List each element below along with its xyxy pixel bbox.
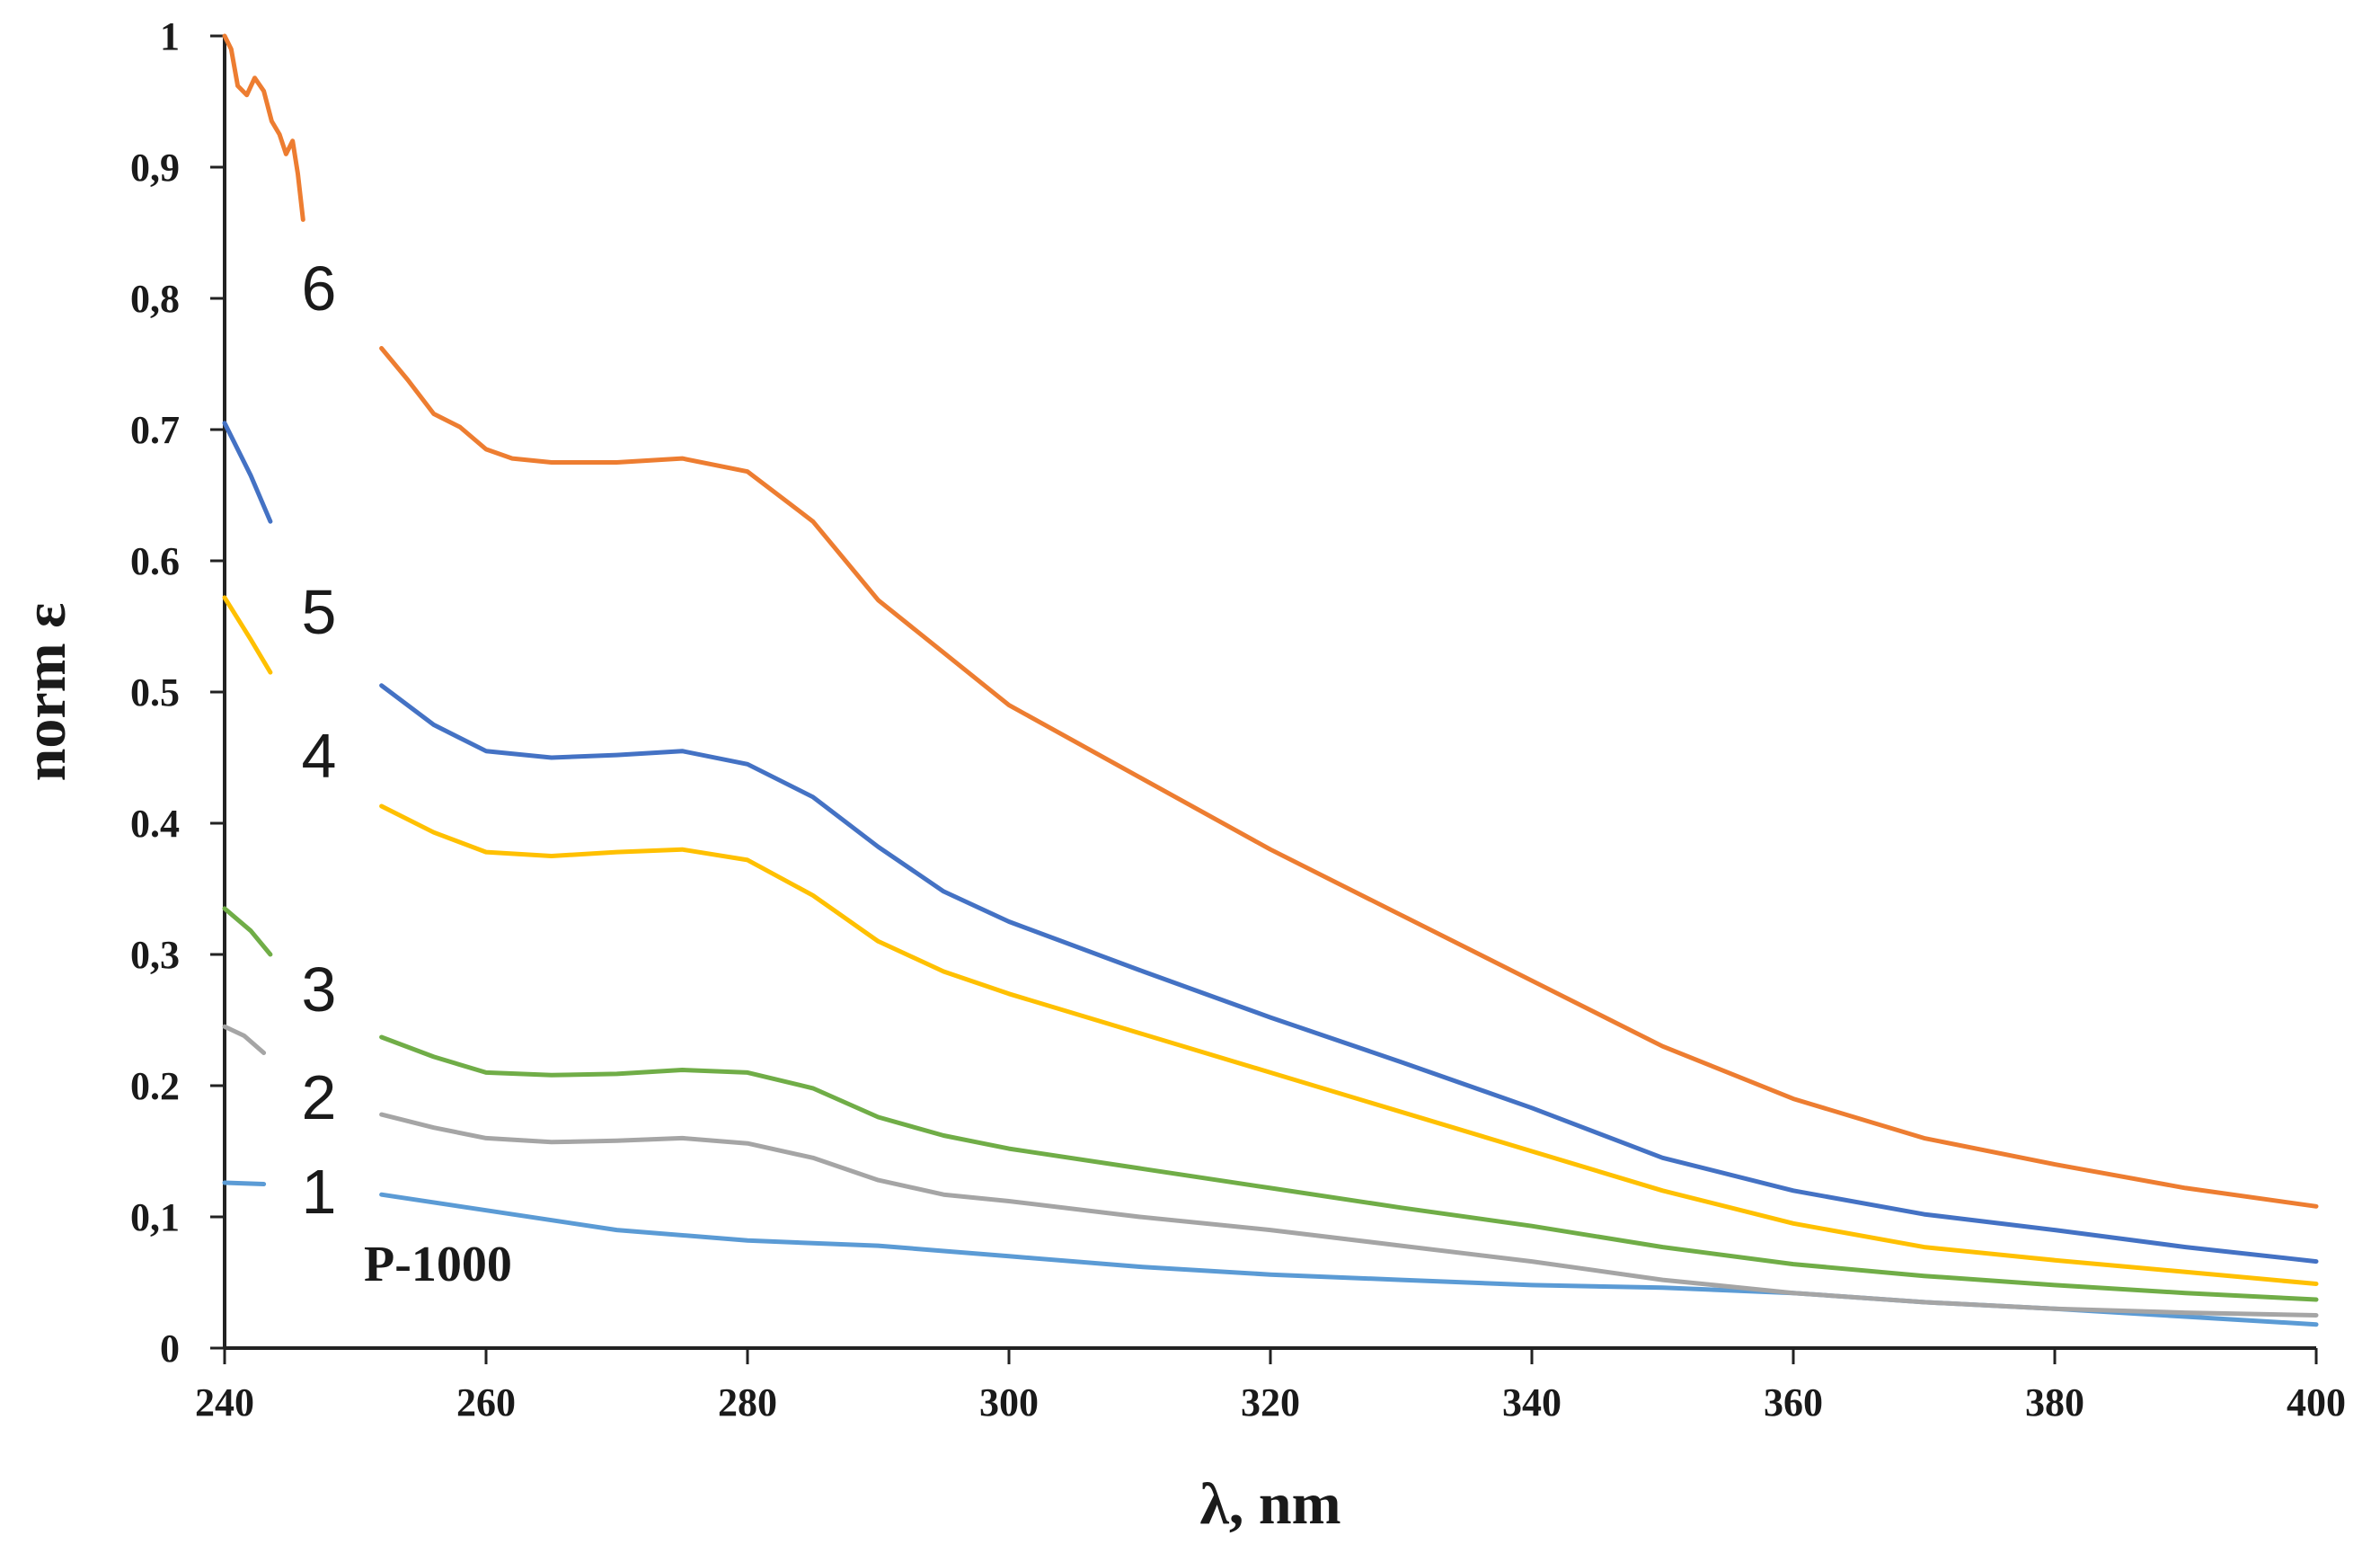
series-group [222,33,2319,1327]
series-2-line-segment-1 [222,1024,267,1055]
series-6-line-segment-2 [379,346,2319,1209]
ticks: 240 260 280 300 320 340 360 380 400 0 0,1 0.2 0,3 0.4… [130,14,2346,1424]
series-4-line-segment-1 [222,595,273,675]
series-6-line-segment-1 [222,33,305,222]
series-5-line-segment-2 [379,683,2319,1265]
x-tick-label: 300 [979,1380,1039,1424]
series-2-line-segment-2 [379,1112,2319,1318]
series-label-4: 4 [302,721,337,791]
x-tick-label: 280 [718,1380,777,1424]
x-tick-label: 240 [195,1380,254,1424]
x-tick-label: 380 [2025,1380,2084,1424]
series-5-line-segment-1 [222,421,273,524]
series-label-6: 6 [302,253,337,324]
series-label-1: 1 [302,1157,337,1227]
y-tick-label: 0.4 [130,802,180,846]
series-1-line-segment-1 [222,1180,267,1186]
y-tick-label: 0.5 [130,670,180,714]
x-tick-label: 360 [1764,1380,1823,1424]
axes [223,36,2316,1350]
x-tick-label: 400 [2287,1380,2346,1424]
x-axis-title: λ, nm [1199,1471,1340,1537]
y-tick-label: 0 [160,1327,180,1371]
y-tick-label: 1 [160,14,180,58]
x-tick-label: 340 [1502,1380,1562,1424]
series-3-line-segment-1 [222,906,273,957]
series-label-3: 3 [302,954,337,1025]
sample-annotation: P-1000 [364,1237,512,1292]
y-tick-label: 0.2 [130,1064,180,1108]
y-tick-label: 0.7 [130,408,180,452]
series-4-line-segment-2 [379,803,2319,1286]
series-label-5: 5 [302,577,337,647]
y-tick-label: 0,9 [130,146,180,190]
y-tick-label: 0,3 [130,933,180,977]
y-axis-title: norm ε [13,603,78,782]
x-tick-label: 260 [456,1380,516,1424]
y-tick-label: 0.6 [130,539,180,583]
x-tick-label: 320 [1241,1380,1300,1424]
series-label-2: 2 [302,1062,337,1132]
y-tick-label: 0,8 [130,277,180,321]
y-tick-label: 0,1 [130,1195,180,1239]
series-3-line-segment-2 [379,1034,2319,1302]
